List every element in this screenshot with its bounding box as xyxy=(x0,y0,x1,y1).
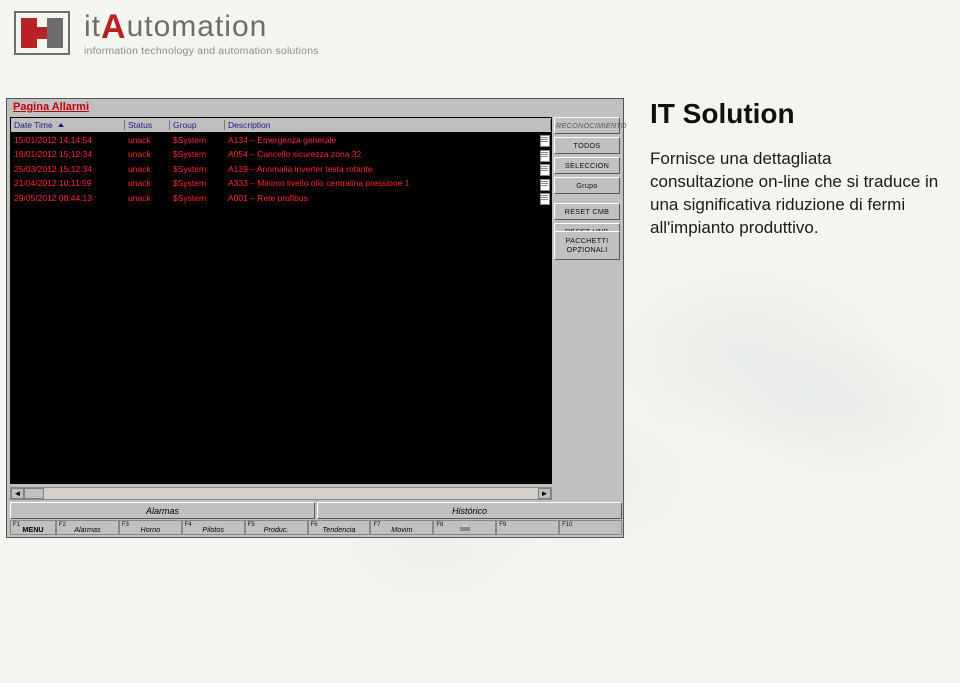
page-title: Pagina Allarmi xyxy=(13,101,89,113)
col-datetime[interactable]: Date Time xyxy=(11,120,125,130)
brand-name: itAutomation xyxy=(84,10,319,44)
table-cell: $System xyxy=(170,193,225,203)
fkey-label: Produc. xyxy=(248,525,305,534)
brand-post: utomation xyxy=(127,10,268,43)
scroll-left-button[interactable]: ◄ xyxy=(11,488,24,499)
fkey-f1[interactable]: F1MENU xyxy=(10,520,56,535)
fkey-label: Tendencia xyxy=(311,525,368,534)
brand-logo: itAutomation information technology and … xyxy=(14,10,319,57)
clip-icon[interactable] xyxy=(540,191,551,205)
fkey-number: F6 xyxy=(311,522,318,528)
fkey-number: F5 xyxy=(248,522,255,528)
logo-mark-icon xyxy=(14,11,70,55)
bottom-btn-alarmas[interactable]: Alarmas xyxy=(10,502,315,519)
fkey-label: Horno xyxy=(122,525,179,534)
fkey-f8[interactable]: F8Imprimir xyxy=(433,520,496,535)
printer-icon xyxy=(460,524,470,532)
table-cell: A134 – Emergenza generale xyxy=(225,135,551,145)
side-btn-reset-cmb[interactable]: RESET CMB xyxy=(554,203,620,220)
side-panel: RECONOCIMIENTO TODOS SELECCION Grupo RES… xyxy=(554,117,620,240)
row-link-icons xyxy=(540,133,551,205)
fkey-number: F8 xyxy=(436,522,443,528)
fkey-number: F2 xyxy=(59,522,66,528)
fkey-f4[interactable]: F4Pilotos xyxy=(182,520,245,535)
fkey-label: Movim xyxy=(373,525,430,534)
side-header: RECONOCIMIENTO xyxy=(554,117,620,134)
fkey-number: F3 xyxy=(122,522,129,528)
table-cell: A054 – Cancello sicurezza zona 32 xyxy=(225,149,551,159)
side-btn-seleccion[interactable]: SELECCION xyxy=(554,157,620,174)
fkey-f9[interactable]: F9 xyxy=(496,520,559,535)
bottom-buttons: Alarmas Histórico xyxy=(10,502,622,519)
table-cell: $System xyxy=(170,178,225,188)
fkey-f5[interactable]: F5Produc. xyxy=(245,520,308,535)
table-cell: unack xyxy=(125,193,170,203)
fkey-number: F10 xyxy=(562,522,572,528)
table-row[interactable]: 18/01/2012 15:12:34unack$SystemA054 – Ca… xyxy=(11,147,551,162)
table-cell: 25/03/2012 15:12:34 xyxy=(11,164,125,174)
clip-icon[interactable] xyxy=(540,177,551,191)
hmi-window: Pagina Allarmi Date Time Status Group De… xyxy=(6,98,624,538)
scroll-right-button[interactable]: ► xyxy=(538,488,551,499)
clip-icon[interactable] xyxy=(540,148,551,162)
table-cell: unack xyxy=(125,135,170,145)
table-row[interactable]: 29/05/2012 08:44:13unack$SystemA001 – Re… xyxy=(11,191,551,206)
table-cell: 15/01/2012 14:14:54 xyxy=(11,135,125,145)
fkey-label: Alarmas xyxy=(59,525,116,534)
col-group[interactable]: Group xyxy=(170,120,225,130)
clip-icon[interactable] xyxy=(540,162,551,176)
table-cell: $System xyxy=(170,135,225,145)
marketing-copy: IT Solution Fornisce una dettagliata con… xyxy=(650,98,940,240)
table-row[interactable]: 21/04/2012 10:11:59unack$SystemA333 – Mi… xyxy=(11,176,551,191)
fkey-number: F1 xyxy=(13,522,20,528)
fkey-f3[interactable]: F3Horno xyxy=(119,520,182,535)
fkey-f6[interactable]: F6Tendencia xyxy=(308,520,371,535)
fkey-number: F4 xyxy=(185,522,192,528)
grid-header: Date Time Status Group Description xyxy=(11,118,551,133)
copy-heading: IT Solution xyxy=(650,98,940,130)
fkey-f2[interactable]: F2Alarmas xyxy=(56,520,119,535)
brand-pre: it xyxy=(84,10,101,43)
col-status[interactable]: Status xyxy=(125,120,170,130)
fkey-f7[interactable]: F7Movim xyxy=(370,520,433,535)
clip-icon[interactable] xyxy=(540,133,551,147)
copy-body: Fornisce una dettagliata consultazione o… xyxy=(650,148,940,240)
table-cell: A139 – Anomalia inverter testa rotante xyxy=(225,164,551,174)
bottom-btn-historico[interactable]: Histórico xyxy=(317,502,622,519)
fkey-bar: F1MENUF2AlarmasF3HornoF4PilotosF5Produc.… xyxy=(10,520,622,535)
fkey-number: F9 xyxy=(499,522,506,528)
side-btn-grupo[interactable]: Grupo xyxy=(554,177,620,194)
table-cell: $System xyxy=(170,164,225,174)
alarm-grid: Date Time Status Group Description 15/01… xyxy=(10,117,552,484)
fkey-number: F7 xyxy=(373,522,380,528)
pack-opzionali-button[interactable]: PACCHETTI OPZIONALI xyxy=(554,231,620,260)
table-cell: A333 – Minimo livello olio centralina pr… xyxy=(225,178,551,188)
side-btn-todos[interactable]: TODOS xyxy=(554,137,620,154)
scroll-thumb[interactable] xyxy=(24,488,44,499)
table-row[interactable]: 25/03/2012 15:12:34unack$SystemA139 – An… xyxy=(11,162,551,177)
table-cell: unack xyxy=(125,149,170,159)
horizontal-scrollbar[interactable]: ◄ ► xyxy=(10,487,552,500)
fkey-label: Pilotos xyxy=(185,525,242,534)
table-cell: A001 – Rete profibus xyxy=(225,193,551,203)
table-cell: 29/05/2012 08:44:13 xyxy=(11,193,125,203)
table-cell: 18/01/2012 15:12:34 xyxy=(11,149,125,159)
table-cell: unack xyxy=(125,164,170,174)
table-cell: 21/04/2012 10:11:59 xyxy=(11,178,125,188)
table-cell: unack xyxy=(125,178,170,188)
table-row[interactable]: 15/01/2012 14:14:54unack$SystemA134 – Em… xyxy=(11,133,551,148)
fkey-f10[interactable]: F10 xyxy=(559,520,622,535)
brand-tagline: information technology and automation so… xyxy=(84,46,319,57)
table-cell: $System xyxy=(170,149,225,159)
col-description[interactable]: Description xyxy=(225,120,551,130)
